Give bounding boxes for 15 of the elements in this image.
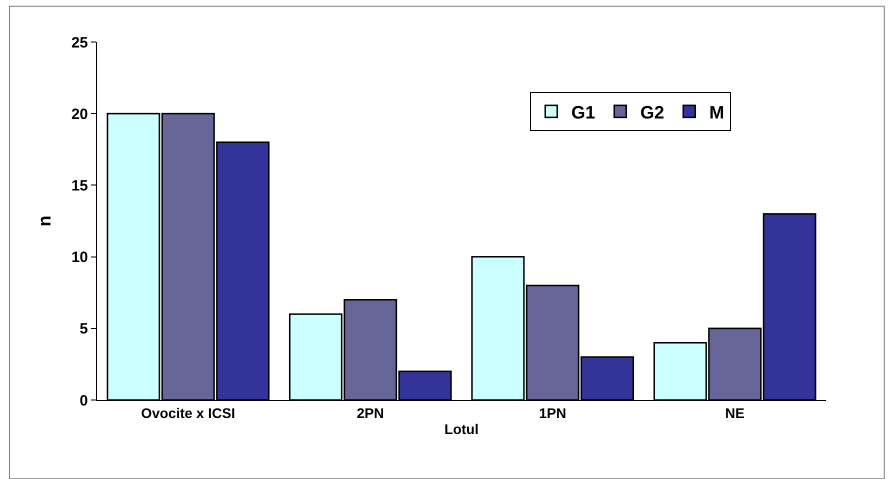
x-tick-label: 1PN bbox=[539, 404, 566, 421]
x-tick-label: 2PN bbox=[356, 404, 384, 421]
legend-label: G2 bbox=[640, 102, 664, 122]
legend-label: M bbox=[709, 102, 724, 122]
x-tick-label: NE bbox=[725, 404, 745, 421]
y-tick-label: 0 bbox=[80, 392, 88, 410]
legend-label: G1 bbox=[571, 102, 596, 122]
y-tick-label: 25 bbox=[71, 34, 88, 52]
x-tick-label: Ovocite x ICSI bbox=[141, 404, 236, 421]
x-axis-title: Lotul bbox=[444, 421, 479, 438]
y-axis-title: n bbox=[34, 216, 55, 226]
y-tick-label: 10 bbox=[71, 249, 88, 266]
y-tick-label: 5 bbox=[80, 320, 88, 338]
y-tick-label: 20 bbox=[71, 106, 88, 123]
y-tick-label: 15 bbox=[71, 177, 88, 194]
